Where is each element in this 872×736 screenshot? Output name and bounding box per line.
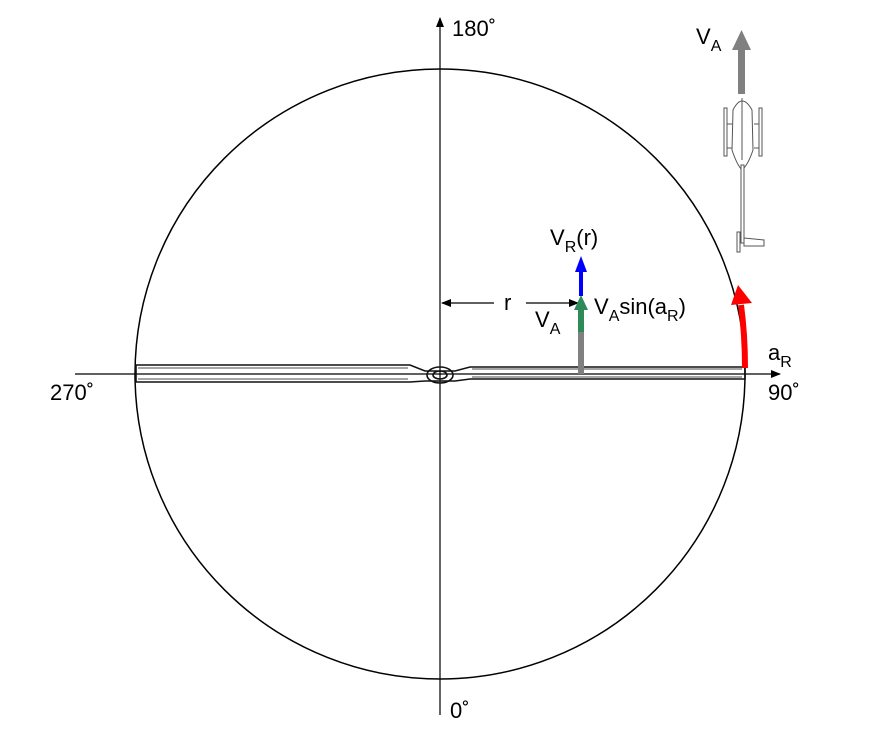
advance-component-label: VAsin(aR) [594, 294, 686, 325]
angle-label-90: 90˚ [768, 380, 800, 405]
helicopter-velocity-arrow [738, 48, 745, 94]
gray-base-bar [578, 330, 584, 374]
angle-label-0: 0˚ [450, 698, 470, 723]
angle-label-180: 180˚ [452, 16, 496, 41]
azimuth-label: aR [768, 340, 792, 371]
advance-velocity-label: VA [535, 307, 561, 338]
angle-label-270: 270˚ [50, 380, 94, 405]
advance-component-arrow [578, 308, 584, 332]
rotor-velocity-arrowhead [575, 256, 587, 272]
rotor-velocity-label: VR(r) [550, 225, 598, 256]
rotor-velocity-arrow [579, 270, 583, 296]
helicopter-velocity-label: VA [696, 24, 722, 55]
helicopter-top-view-icon [723, 98, 765, 253]
rotor-blade-icon [135, 364, 746, 384]
radius-label: r [504, 290, 511, 315]
azimuth-arc-arrow [738, 304, 748, 369]
azimuth-arc-arrowhead [731, 285, 752, 305]
advance-component-arrowhead [574, 295, 588, 310]
helicopter-velocity-arrowhead [732, 30, 751, 50]
